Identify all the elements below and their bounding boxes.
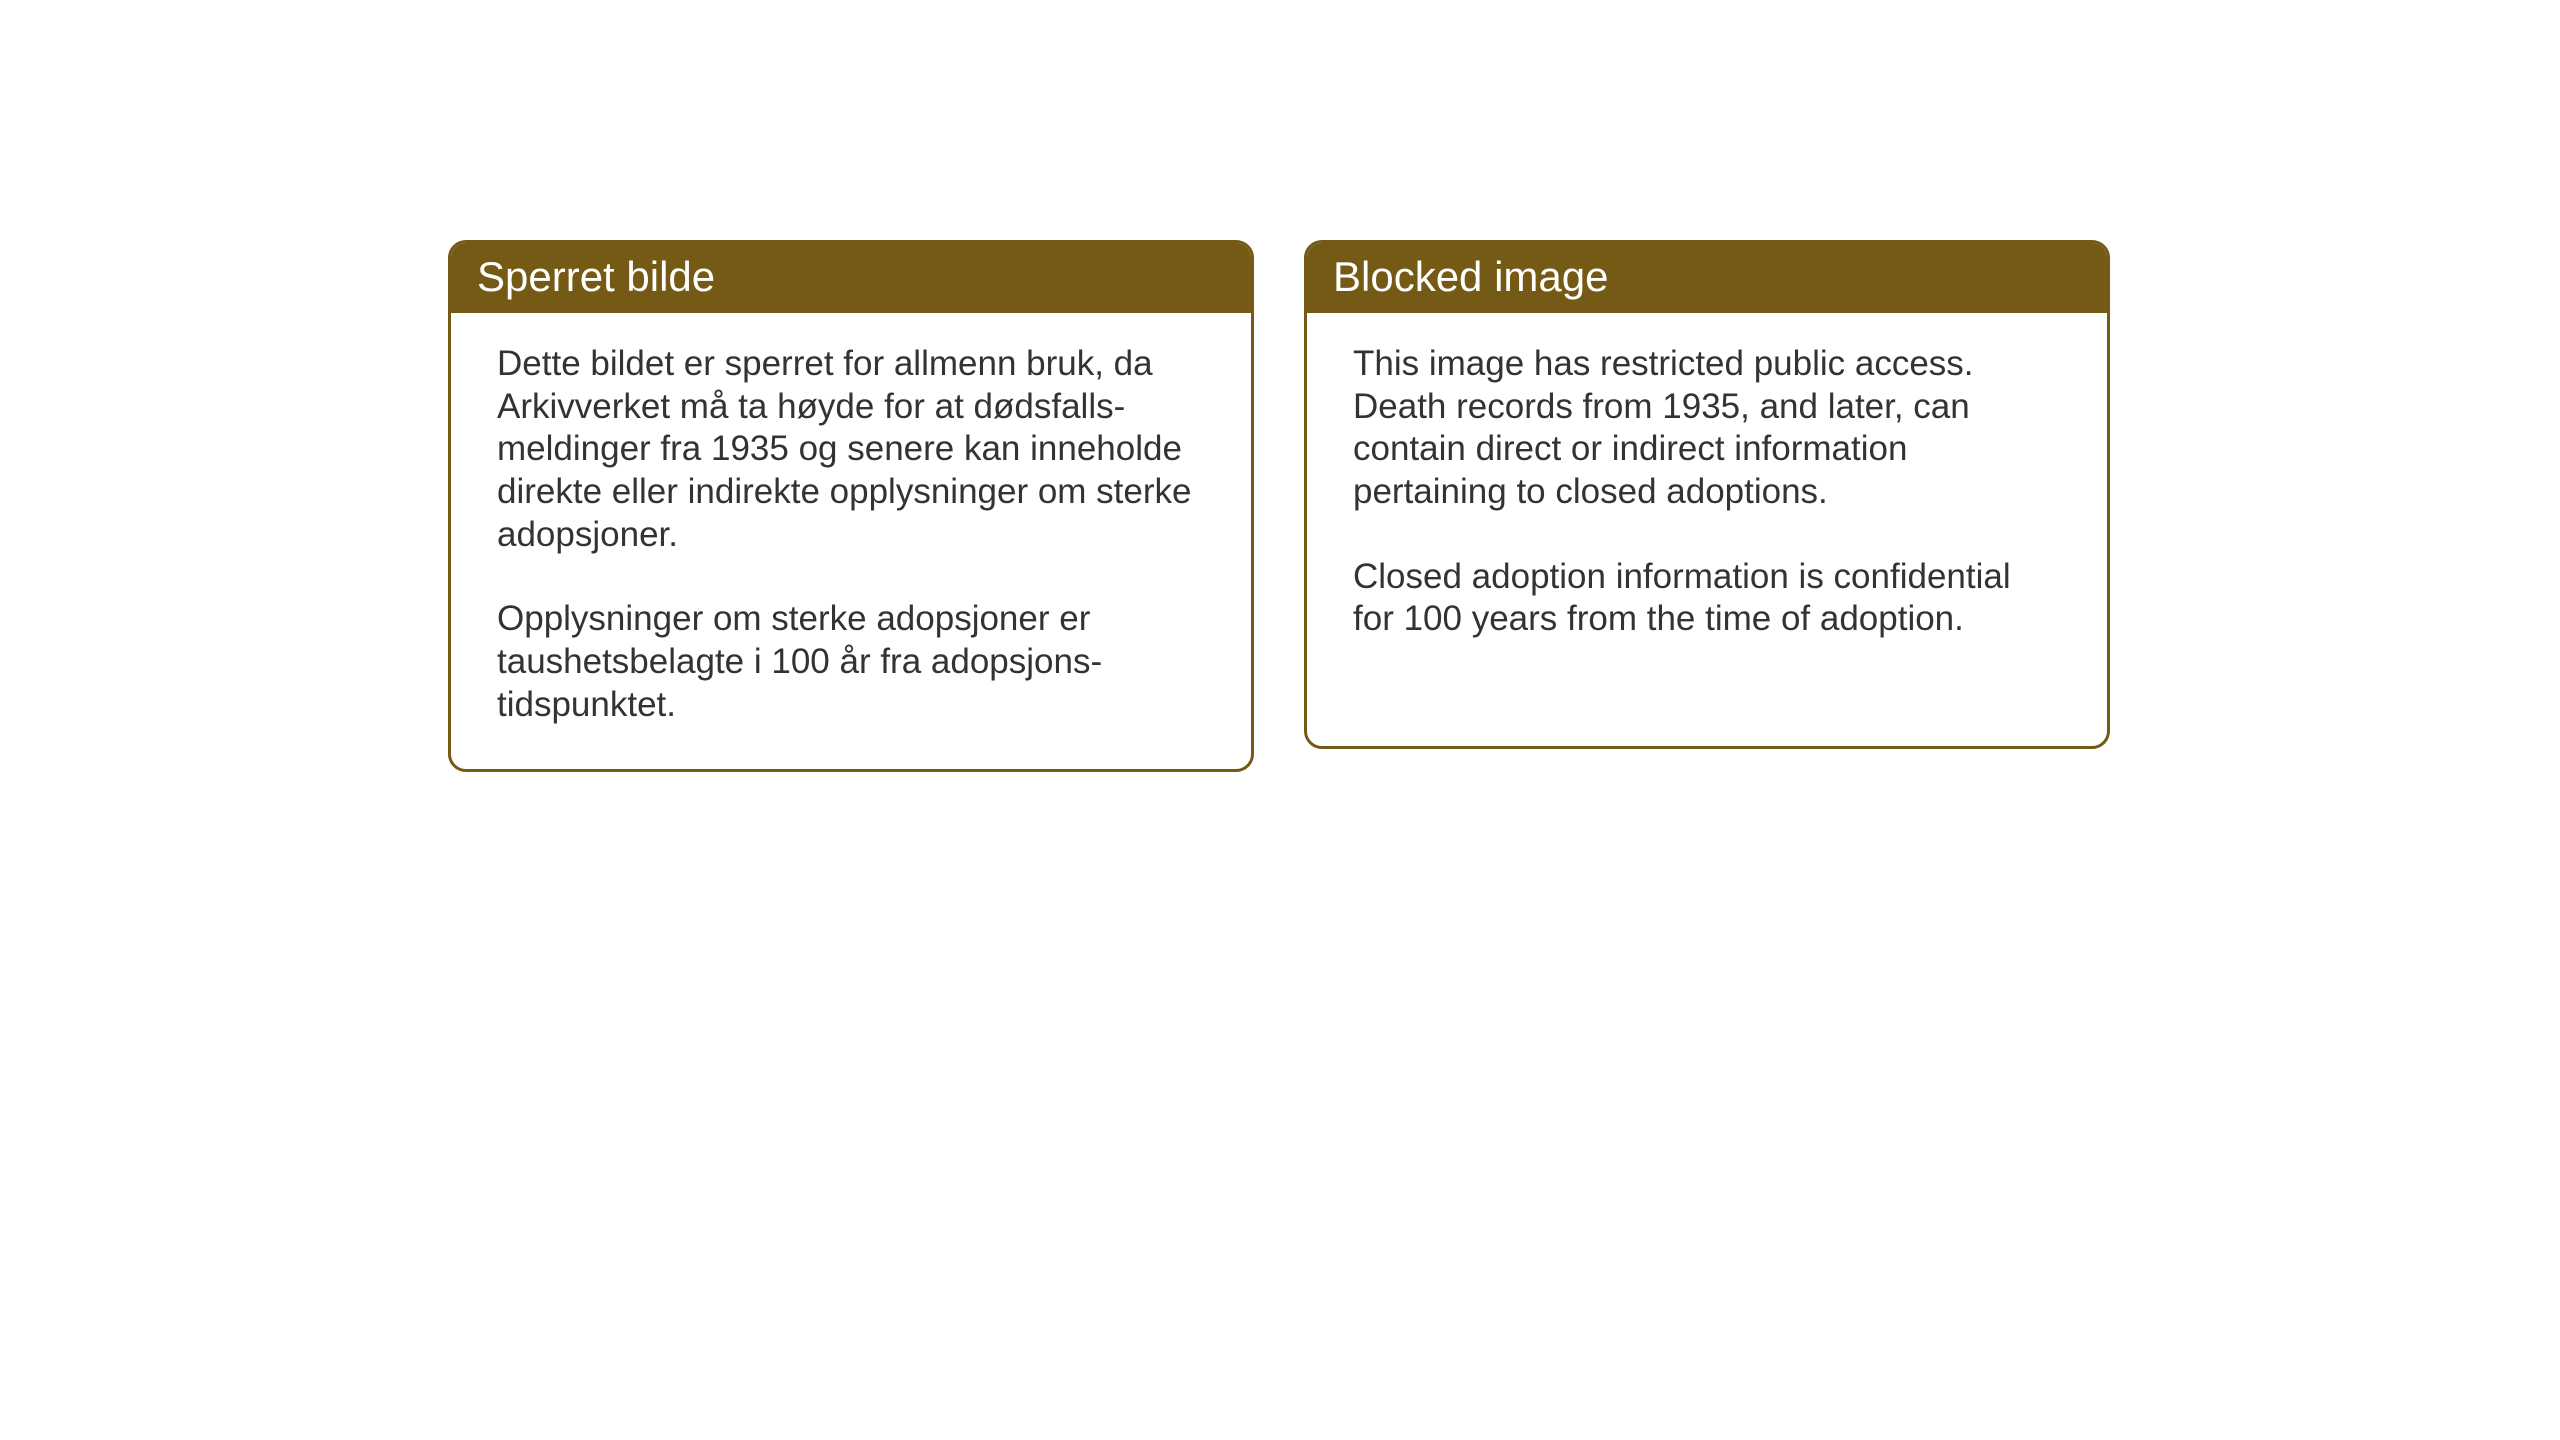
card-header-norwegian: Sperret bilde [451, 243, 1251, 313]
notice-card-english: Blocked image This image has restricted … [1304, 240, 2110, 749]
notice-paragraph-1-no: Dette bildet er sperret for allmenn bruk… [497, 343, 1205, 556]
card-header-english: Blocked image [1307, 243, 2107, 313]
notice-paragraph-2-no: Opplysninger om sterke adopsjoner er tau… [497, 598, 1205, 726]
notice-paragraph-1-en: This image has restricted public access.… [1353, 343, 2061, 514]
notice-container: Sperret bilde Dette bildet er sperret fo… [0, 0, 2560, 772]
notice-card-norwegian: Sperret bilde Dette bildet er sperret fo… [448, 240, 1254, 772]
card-body-norwegian: Dette bildet er sperret for allmenn bruk… [451, 313, 1251, 769]
card-body-english: This image has restricted public access.… [1307, 313, 2107, 683]
notice-paragraph-2-en: Closed adoption information is confident… [1353, 556, 2061, 641]
